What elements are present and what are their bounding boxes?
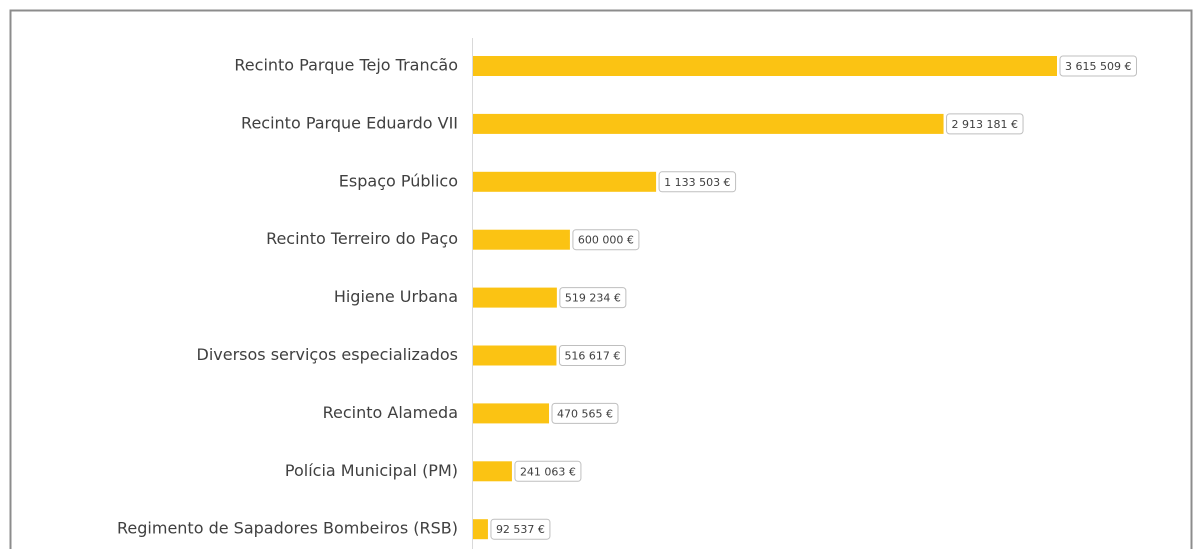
value-label-box — [658, 171, 737, 193]
bar — [473, 171, 657, 192]
bar — [473, 403, 550, 424]
category-label: Diversos serviços especializados — [197, 345, 458, 364]
value-label-box — [572, 229, 640, 251]
category-label: Recinto Parque Tejo Trancão — [234, 56, 458, 75]
category-label: Recinto Parque Eduardo VII — [241, 113, 458, 132]
bar — [473, 56, 1057, 76]
value-label-box — [514, 460, 582, 482]
value-label: 3 615 509 € — [1065, 60, 1131, 73]
bar — [473, 287, 557, 308]
category-label: Recinto Alameda — [323, 403, 458, 422]
value-label-box — [559, 287, 627, 309]
value-label-box — [558, 345, 626, 366]
bar — [473, 345, 557, 366]
bar — [473, 113, 944, 134]
category-label: Recinto Terreiro do Paço — [266, 229, 458, 248]
category-label: Espaço Público — [339, 171, 458, 190]
frame — [9, 9, 1193, 553]
value-label-box — [946, 113, 1024, 135]
value-label: 92 537 € — [496, 523, 545, 536]
bar — [473, 461, 512, 482]
value-label: 2 913 181 € — [952, 118, 1018, 131]
value-label: 241 063 € — [520, 465, 576, 478]
bar — [473, 519, 488, 540]
value-label: 600 000 € — [578, 234, 634, 247]
value-label: 470 565 € — [557, 407, 613, 420]
category-label: Higiene Urbana — [334, 287, 458, 306]
value-label-box — [1059, 55, 1137, 77]
value-label-box — [490, 518, 551, 540]
category-label: Polícia Municipal (PM) — [285, 461, 458, 480]
value-label: 519 234 € — [565, 292, 621, 305]
value-label: 1 133 503 € — [664, 176, 730, 189]
value-label-box — [551, 402, 619, 424]
value-label: 516 617 € — [564, 350, 620, 363]
category-label: Regimento de Sapadores Bombeiros (RSB) — [117, 519, 458, 538]
bar — [473, 229, 570, 250]
